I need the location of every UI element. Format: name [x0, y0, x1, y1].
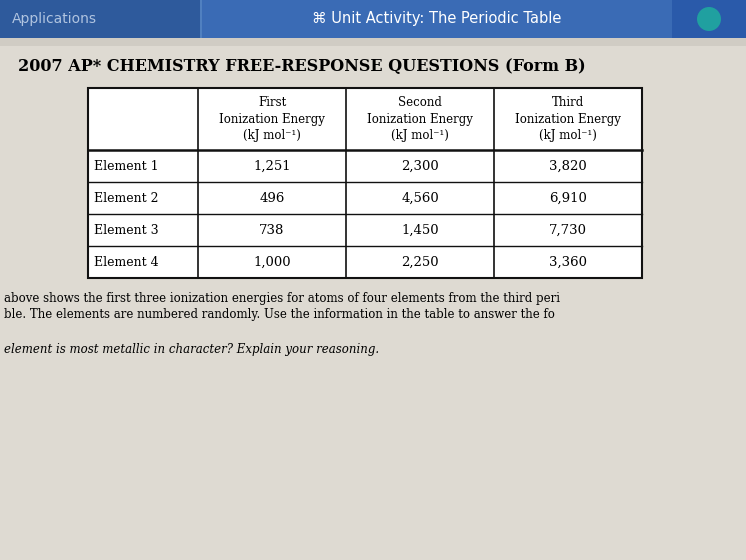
- Text: 738: 738: [260, 223, 285, 236]
- Bar: [88, 88, 642, 278]
- Text: Element 4: Element 4: [94, 255, 159, 268]
- Bar: [0, 0, 200, 38]
- Text: 1,450: 1,450: [401, 223, 439, 236]
- Text: Third
Ionization Energy
(kJ mol⁻¹): Third Ionization Energy (kJ mol⁻¹): [515, 96, 621, 142]
- Text: 7,730: 7,730: [549, 223, 587, 236]
- Text: element is most metallic in character? Explain your reasoning.: element is most metallic in character? E…: [4, 343, 379, 356]
- Text: 6,910: 6,910: [549, 192, 587, 204]
- Text: 1,000: 1,000: [253, 255, 291, 268]
- Text: 4,560: 4,560: [401, 192, 439, 204]
- Text: First
Ionization Energy
(kJ mol⁻¹): First Ionization Energy (kJ mol⁻¹): [219, 96, 325, 142]
- Text: Element 2: Element 2: [94, 192, 158, 204]
- Text: 496: 496: [260, 192, 285, 204]
- Circle shape: [697, 7, 721, 31]
- Text: ⌘ Unit Activity: The Periodic Table: ⌘ Unit Activity: The Periodic Table: [313, 12, 562, 26]
- Bar: [0, 0, 746, 38]
- Text: 2,250: 2,250: [401, 255, 439, 268]
- Text: 2007 AP* CHEMISTRY FREE-RESPONSE QUESTIONS (Form B): 2007 AP* CHEMISTRY FREE-RESPONSE QUESTIO…: [18, 58, 586, 74]
- Text: above shows the first three ionization energies for atoms of four elements from : above shows the first three ionization e…: [4, 292, 560, 305]
- Text: 3,820: 3,820: [549, 160, 587, 172]
- Text: 3,360: 3,360: [549, 255, 587, 268]
- Bar: [672, 0, 746, 38]
- Text: ble. The elements are numbered randomly. Use the information in the table to ans: ble. The elements are numbered randomly.…: [4, 308, 555, 321]
- Text: 1,251: 1,251: [253, 160, 291, 172]
- Text: Element 1: Element 1: [94, 160, 159, 172]
- Bar: [202, 0, 672, 38]
- Text: Applications: Applications: [12, 12, 97, 26]
- Text: Element 3: Element 3: [94, 223, 159, 236]
- Bar: [200, 0, 202, 38]
- Text: 2,300: 2,300: [401, 160, 439, 172]
- Text: Second
Ionization Energy
(kJ mol⁻¹): Second Ionization Energy (kJ mol⁻¹): [367, 96, 473, 142]
